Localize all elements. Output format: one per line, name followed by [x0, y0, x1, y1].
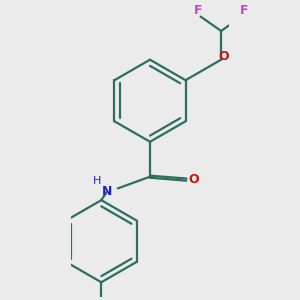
Text: F: F — [240, 4, 249, 17]
Text: N: N — [102, 185, 112, 198]
Text: H: H — [93, 176, 101, 186]
Text: O: O — [219, 50, 230, 63]
Text: O: O — [189, 173, 199, 186]
Text: F: F — [194, 4, 202, 17]
